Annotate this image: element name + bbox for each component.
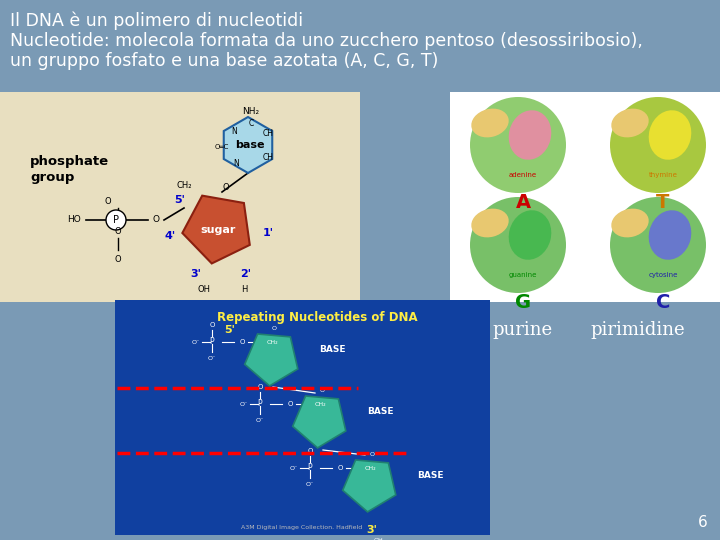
Text: T: T [657,193,670,213]
Circle shape [470,97,566,193]
Text: 2': 2' [240,269,251,279]
Text: BASE: BASE [366,408,393,416]
Text: O⁻: O⁻ [192,340,200,345]
Text: C: C [656,294,670,313]
Text: 3': 3' [366,525,377,535]
Text: BASE: BASE [417,471,444,481]
Text: CH₂: CH₂ [364,465,376,470]
Bar [0,92,360,302]
Ellipse shape [509,110,552,160]
Text: O: O [153,215,160,225]
Text: O⁻: O⁻ [290,465,298,470]
Text: CH: CH [263,129,274,138]
Text: O: O [369,451,374,456]
Bar [450,92,720,302]
Text: O: O [337,465,343,471]
Text: H: H [240,286,247,294]
Text: O═C: O═C [215,144,229,150]
Text: N: N [231,127,237,137]
Text: 1': 1' [263,228,274,238]
Text: O: O [222,184,229,192]
Polygon shape [245,334,298,386]
Text: A: A [516,193,531,213]
Ellipse shape [611,208,649,238]
Text: O⁻: O⁻ [306,482,314,487]
Text: O: O [287,401,293,407]
Text: Il DNA è un polimero di nucleotidi: Il DNA è un polimero di nucleotidi [10,12,303,30]
Text: C: C [248,119,253,129]
Text: Nucleotide: molecola formata da uno zucchero pentoso (desossiribosio),: Nucleotide: molecola formata da uno zucc… [10,32,643,50]
Text: O: O [239,339,245,345]
Text: HO: HO [67,215,81,225]
Text: guanine: guanine [509,272,537,278]
Text: O: O [320,388,325,393]
Text: O⁻: O⁻ [208,355,216,361]
Text: CH₂: CH₂ [314,402,326,407]
Text: cytosine: cytosine [648,272,678,278]
Text: un gruppo fosfato e una base azotata (A, C, G, T): un gruppo fosfato e una base azotata (A,… [10,52,438,70]
Ellipse shape [649,210,691,260]
Ellipse shape [472,109,509,137]
Ellipse shape [611,109,649,137]
Text: 4': 4' [164,231,176,241]
Text: NH₂: NH₂ [243,106,260,116]
Text: G: G [515,294,531,313]
Text: O: O [114,255,121,265]
Text: adenine: adenine [509,172,537,178]
Text: Repeating Nucleotides of DNA: Repeating Nucleotides of DNA [217,312,418,325]
Text: OH: OH [197,286,210,294]
Text: pirimidine: pirimidine [590,321,685,339]
Text: base: base [235,140,265,150]
Text: OH: OH [373,537,383,540]
Text: O: O [271,326,276,330]
Bar [115,300,490,535]
Text: 3': 3' [191,269,202,279]
Text: P: P [113,215,119,225]
Text: O: O [210,322,215,328]
Text: O: O [307,448,312,454]
Text: A3M Digital Image Collection. Hadfield: A3M Digital Image Collection. Hadfield [241,524,363,530]
Text: phosphate
group: phosphate group [30,155,109,184]
Text: CH₂: CH₂ [266,340,278,345]
Polygon shape [224,117,272,173]
Text: O: O [257,384,263,390]
Ellipse shape [509,210,552,260]
Text: O⁻: O⁻ [256,417,264,422]
Text: P: P [210,338,215,347]
Text: P: P [258,400,262,408]
Text: P: P [307,463,312,472]
Text: CH₂: CH₂ [176,181,192,191]
Text: O⁻: O⁻ [240,402,248,407]
Circle shape [610,97,706,193]
Polygon shape [182,195,250,264]
Text: O: O [104,198,112,206]
Text: sugar: sugar [200,225,235,235]
Text: CH: CH [263,152,274,161]
Polygon shape [293,396,346,448]
Polygon shape [343,460,396,512]
Circle shape [106,210,126,230]
Text: purine: purine [492,321,552,339]
Text: thymine: thymine [649,172,678,178]
Text: 6: 6 [698,515,708,530]
Circle shape [470,197,566,293]
Text: O: O [114,227,121,237]
Text: BASE: BASE [319,346,346,354]
Ellipse shape [649,110,691,160]
Text: 5': 5' [225,325,235,335]
Text: 5': 5' [174,195,186,205]
Text: N: N [233,159,239,167]
Ellipse shape [472,208,509,238]
Circle shape [610,197,706,293]
